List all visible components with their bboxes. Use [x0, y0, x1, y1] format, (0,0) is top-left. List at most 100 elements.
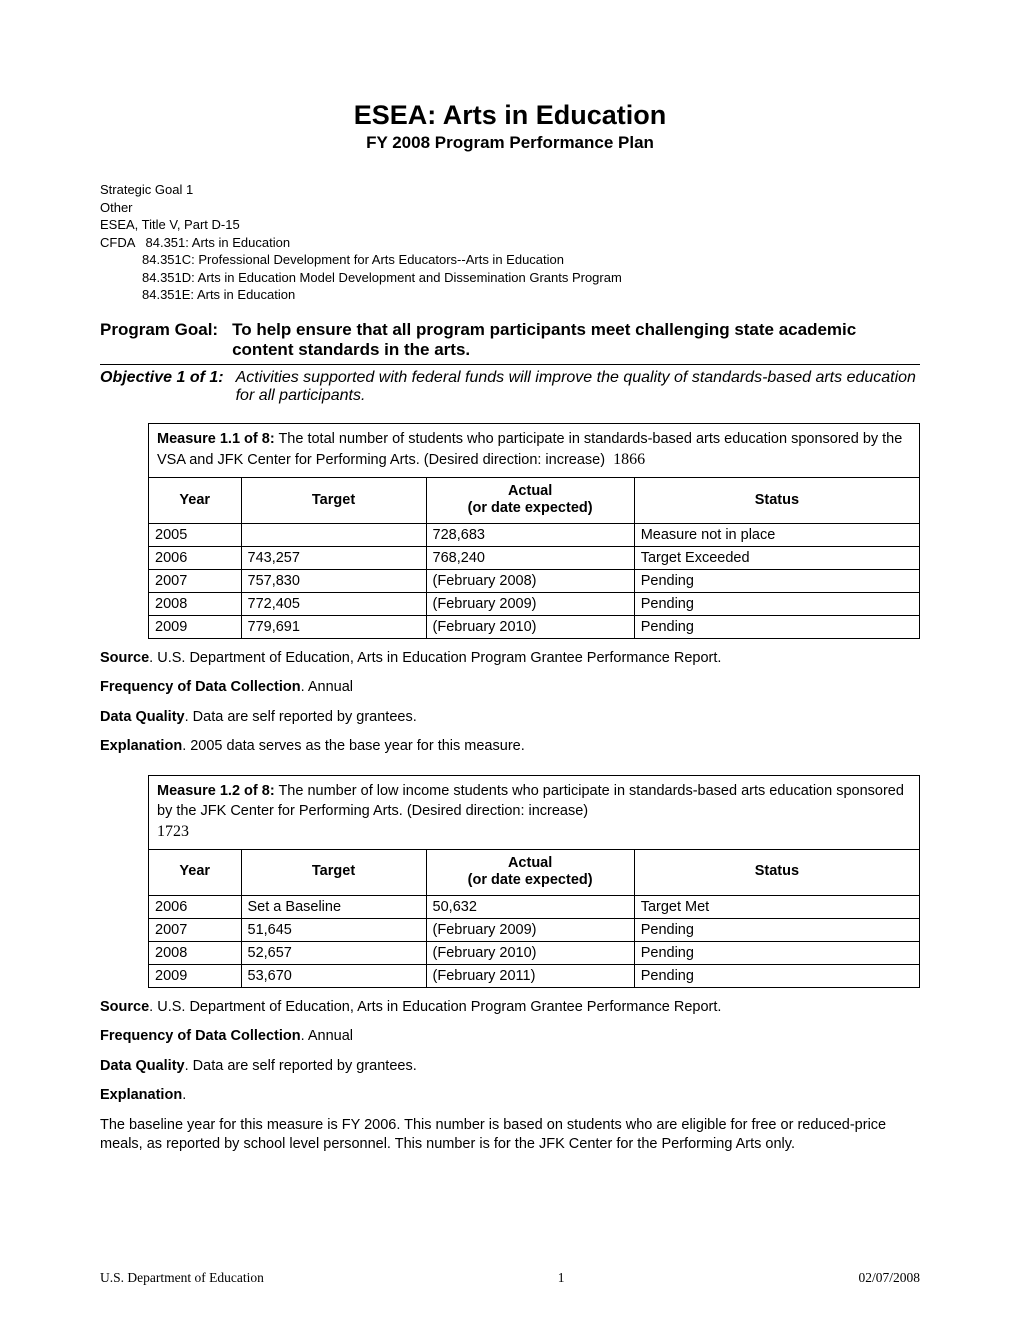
meta-subline: 84.351E: Arts in Education [142, 286, 920, 304]
objective-label: Objective 1 of 1: [100, 369, 224, 405]
cell-status: Pending [634, 569, 919, 592]
measure-1-2: Measure 1.2 of 8: The number of low inco… [148, 775, 920, 988]
footer-left: U.S. Department of Education [100, 1270, 264, 1286]
frequency-label: Frequency of Data Collection [100, 679, 301, 695]
quality-label: Data Quality [100, 1058, 185, 1074]
meta-line: ESEA, Title V, Part D-15 [100, 216, 920, 234]
table-row: 2008 772,405 (February 2009) Pending [149, 592, 920, 615]
explanation-paragraph: The baseline year for this measure is FY… [100, 1116, 920, 1155]
footer-page-number: 1 [558, 1270, 565, 1286]
cell-year: 2009 [149, 964, 242, 987]
meta-block: Strategic Goal 1 Other ESEA, Title V, Pa… [100, 181, 920, 304]
measure-code: 1866 [613, 451, 645, 468]
cell-status: Pending [634, 592, 919, 615]
cell-target: 757,830 [241, 569, 426, 592]
cell-target: 52,657 [241, 941, 426, 964]
notes-2: Source. U.S. Department of Education, Ar… [100, 998, 920, 1155]
page-title: ESEA: Arts in Education [100, 100, 920, 131]
source-text: . U.S. Department of Education, Arts in … [149, 999, 721, 1015]
cell-target: 772,405 [241, 592, 426, 615]
table-row: 2007 757,830 (February 2008) Pending [149, 569, 920, 592]
cell-target [241, 523, 426, 546]
explanation-text: . 2005 data serves as the base year for … [182, 738, 525, 754]
quality-text: . Data are self reported by grantees. [185, 1058, 417, 1074]
cell-actual: 768,240 [426, 546, 634, 569]
table-row: 2009 779,691 (February 2010) Pending [149, 615, 920, 638]
objective: Objective 1 of 1: Activities supported w… [100, 364, 920, 405]
cell-status: Pending [634, 964, 919, 987]
cell-actual: (February 2009) [426, 592, 634, 615]
header-year: Year [149, 477, 242, 523]
cell-year: 2007 [149, 569, 242, 592]
frequency-text: . Annual [301, 1028, 353, 1044]
cell-target: 51,645 [241, 918, 426, 941]
table-header-row: Year Target Actual(or date expected) Sta… [149, 849, 920, 895]
goal-label: Program Goal: [100, 320, 218, 360]
cell-year: 2008 [149, 941, 242, 964]
table-row: 2008 52,657 (February 2010) Pending [149, 941, 920, 964]
cell-actual: 728,683 [426, 523, 634, 546]
cell-actual: (February 2011) [426, 964, 634, 987]
cell-actual: (February 2010) [426, 615, 634, 638]
measure-title: Measure 1.2 of 8: [157, 783, 275, 799]
cell-year: 2007 [149, 918, 242, 941]
cell-actual: (February 2008) [426, 569, 634, 592]
cell-year: 2009 [149, 615, 242, 638]
table-row: 2007 51,645 (February 2009) Pending [149, 918, 920, 941]
source-label: Source [100, 999, 149, 1015]
cell-status: Measure not in place [634, 523, 919, 546]
meta-subline: 84.351D: Arts in Education Model Develop… [142, 269, 920, 287]
cell-target: Set a Baseline [241, 895, 426, 918]
meta-line: Strategic Goal 1 [100, 181, 920, 199]
cell-target: 779,691 [241, 615, 426, 638]
cell-status: Target Exceeded [634, 546, 919, 569]
table-row: 2006 Set a Baseline 50,632 Target Met [149, 895, 920, 918]
source-text: . U.S. Department of Education, Arts in … [149, 650, 721, 666]
header-status: Status [634, 849, 919, 895]
cell-target: 743,257 [241, 546, 426, 569]
cell-actual: (February 2009) [426, 918, 634, 941]
explanation-label: Explanation [100, 738, 182, 754]
header-status: Status [634, 477, 919, 523]
cell-actual: 50,632 [426, 895, 634, 918]
measure-table: Year Target Actual(or date expected) Sta… [148, 849, 920, 988]
header-target: Target [241, 477, 426, 523]
meta-line: Other [100, 199, 920, 217]
table-row: 2009 53,670 (February 2011) Pending [149, 964, 920, 987]
notes-1: Source. U.S. Department of Education, Ar… [100, 649, 920, 757]
measure-description: Measure 1.1 of 8: The total number of st… [148, 423, 920, 477]
objective-text: Activities supported with federal funds … [236, 369, 920, 405]
footer-date: 02/07/2008 [858, 1270, 920, 1286]
explanation-text: . [182, 1087, 186, 1103]
quality-label: Data Quality [100, 709, 185, 725]
meta-line: CFDA 84.351: Arts in Education [100, 234, 920, 252]
cell-target: 53,670 [241, 964, 426, 987]
cell-year: 2005 [149, 523, 242, 546]
cell-year: 2006 [149, 546, 242, 569]
page-subtitle: FY 2008 Program Performance Plan [100, 133, 920, 153]
table-row: 2006 743,257 768,240 Target Exceeded [149, 546, 920, 569]
program-goal: Program Goal: To help ensure that all pr… [100, 320, 920, 360]
cell-year: 2006 [149, 895, 242, 918]
cell-status: Target Met [634, 895, 919, 918]
goal-text: To help ensure that all program particip… [232, 320, 920, 360]
cell-year: 2008 [149, 592, 242, 615]
measure-title: Measure 1.1 of 8: [157, 431, 275, 447]
measure-code: 1723 [157, 823, 189, 840]
header-target: Target [241, 849, 426, 895]
frequency-text: . Annual [301, 679, 353, 695]
cell-status: Pending [634, 941, 919, 964]
cell-status: Pending [634, 615, 919, 638]
cell-status: Pending [634, 918, 919, 941]
frequency-label: Frequency of Data Collection [100, 1028, 301, 1044]
measure-table: Year Target Actual(or date expected) Sta… [148, 477, 920, 639]
header-year: Year [149, 849, 242, 895]
explanation-label: Explanation [100, 1087, 182, 1103]
table-row: 2005 728,683 Measure not in place [149, 523, 920, 546]
page-footer: U.S. Department of Education 1 02/07/200… [100, 1270, 920, 1286]
cell-actual: (February 2010) [426, 941, 634, 964]
table-header-row: Year Target Actual(or date expected) Sta… [149, 477, 920, 523]
measure-description: Measure 1.2 of 8: The number of low inco… [148, 775, 920, 849]
header-actual: Actual(or date expected) [426, 477, 634, 523]
quality-text: . Data are self reported by grantees. [185, 709, 417, 725]
